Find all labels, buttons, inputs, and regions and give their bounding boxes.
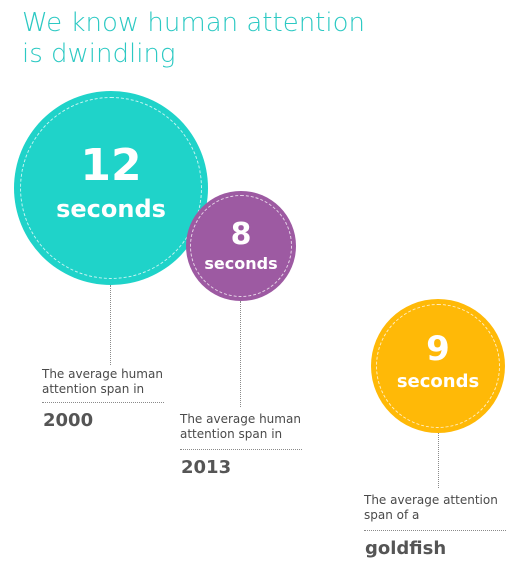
description-2013-line-2: attention span in — [180, 427, 283, 441]
description-2013: The average human attention span in — [180, 412, 301, 442]
bubble-2013-value: 8 — [230, 217, 252, 252]
connector-goldfish — [438, 433, 439, 488]
description-goldfish: The average attention span of a — [364, 493, 498, 523]
connector-2013 — [240, 301, 241, 407]
bubble-2000: 12 seconds — [14, 91, 208, 285]
description-2000: The average human attention span in — [42, 367, 163, 397]
divider-2000 — [42, 402, 164, 403]
label-2000: 2000 — [43, 410, 94, 431]
description-2013-line-1: The average human — [180, 412, 301, 426]
description-2000-line-1: The average human — [42, 367, 163, 381]
bubble-goldfish-unit: seconds — [396, 371, 480, 392]
page-title: We know human attention is dwindling — [22, 8, 502, 70]
divider-goldfish — [364, 530, 506, 531]
connector-2000 — [110, 285, 111, 365]
bubble-goldfish-value: 9 — [426, 329, 450, 369]
bubble-2000-unit: seconds — [56, 195, 166, 223]
divider-2013 — [180, 449, 302, 450]
description-2000-line-2: attention span in — [42, 382, 145, 396]
title-line-2: is dwindling — [22, 39, 176, 69]
bubble-goldfish: 9 seconds — [371, 299, 505, 433]
bubble-2013: 8 seconds — [186, 191, 296, 301]
description-goldfish-line-1: The average attention — [364, 493, 498, 507]
label-goldfish: goldfish — [365, 538, 447, 559]
description-goldfish-line-2: span of a — [364, 508, 420, 522]
label-2013: 2013 — [181, 457, 232, 478]
title-line-1: We know human attention — [22, 8, 365, 38]
bubble-2013-unit: seconds — [204, 254, 278, 273]
bubble-2000-value: 12 — [80, 140, 142, 191]
